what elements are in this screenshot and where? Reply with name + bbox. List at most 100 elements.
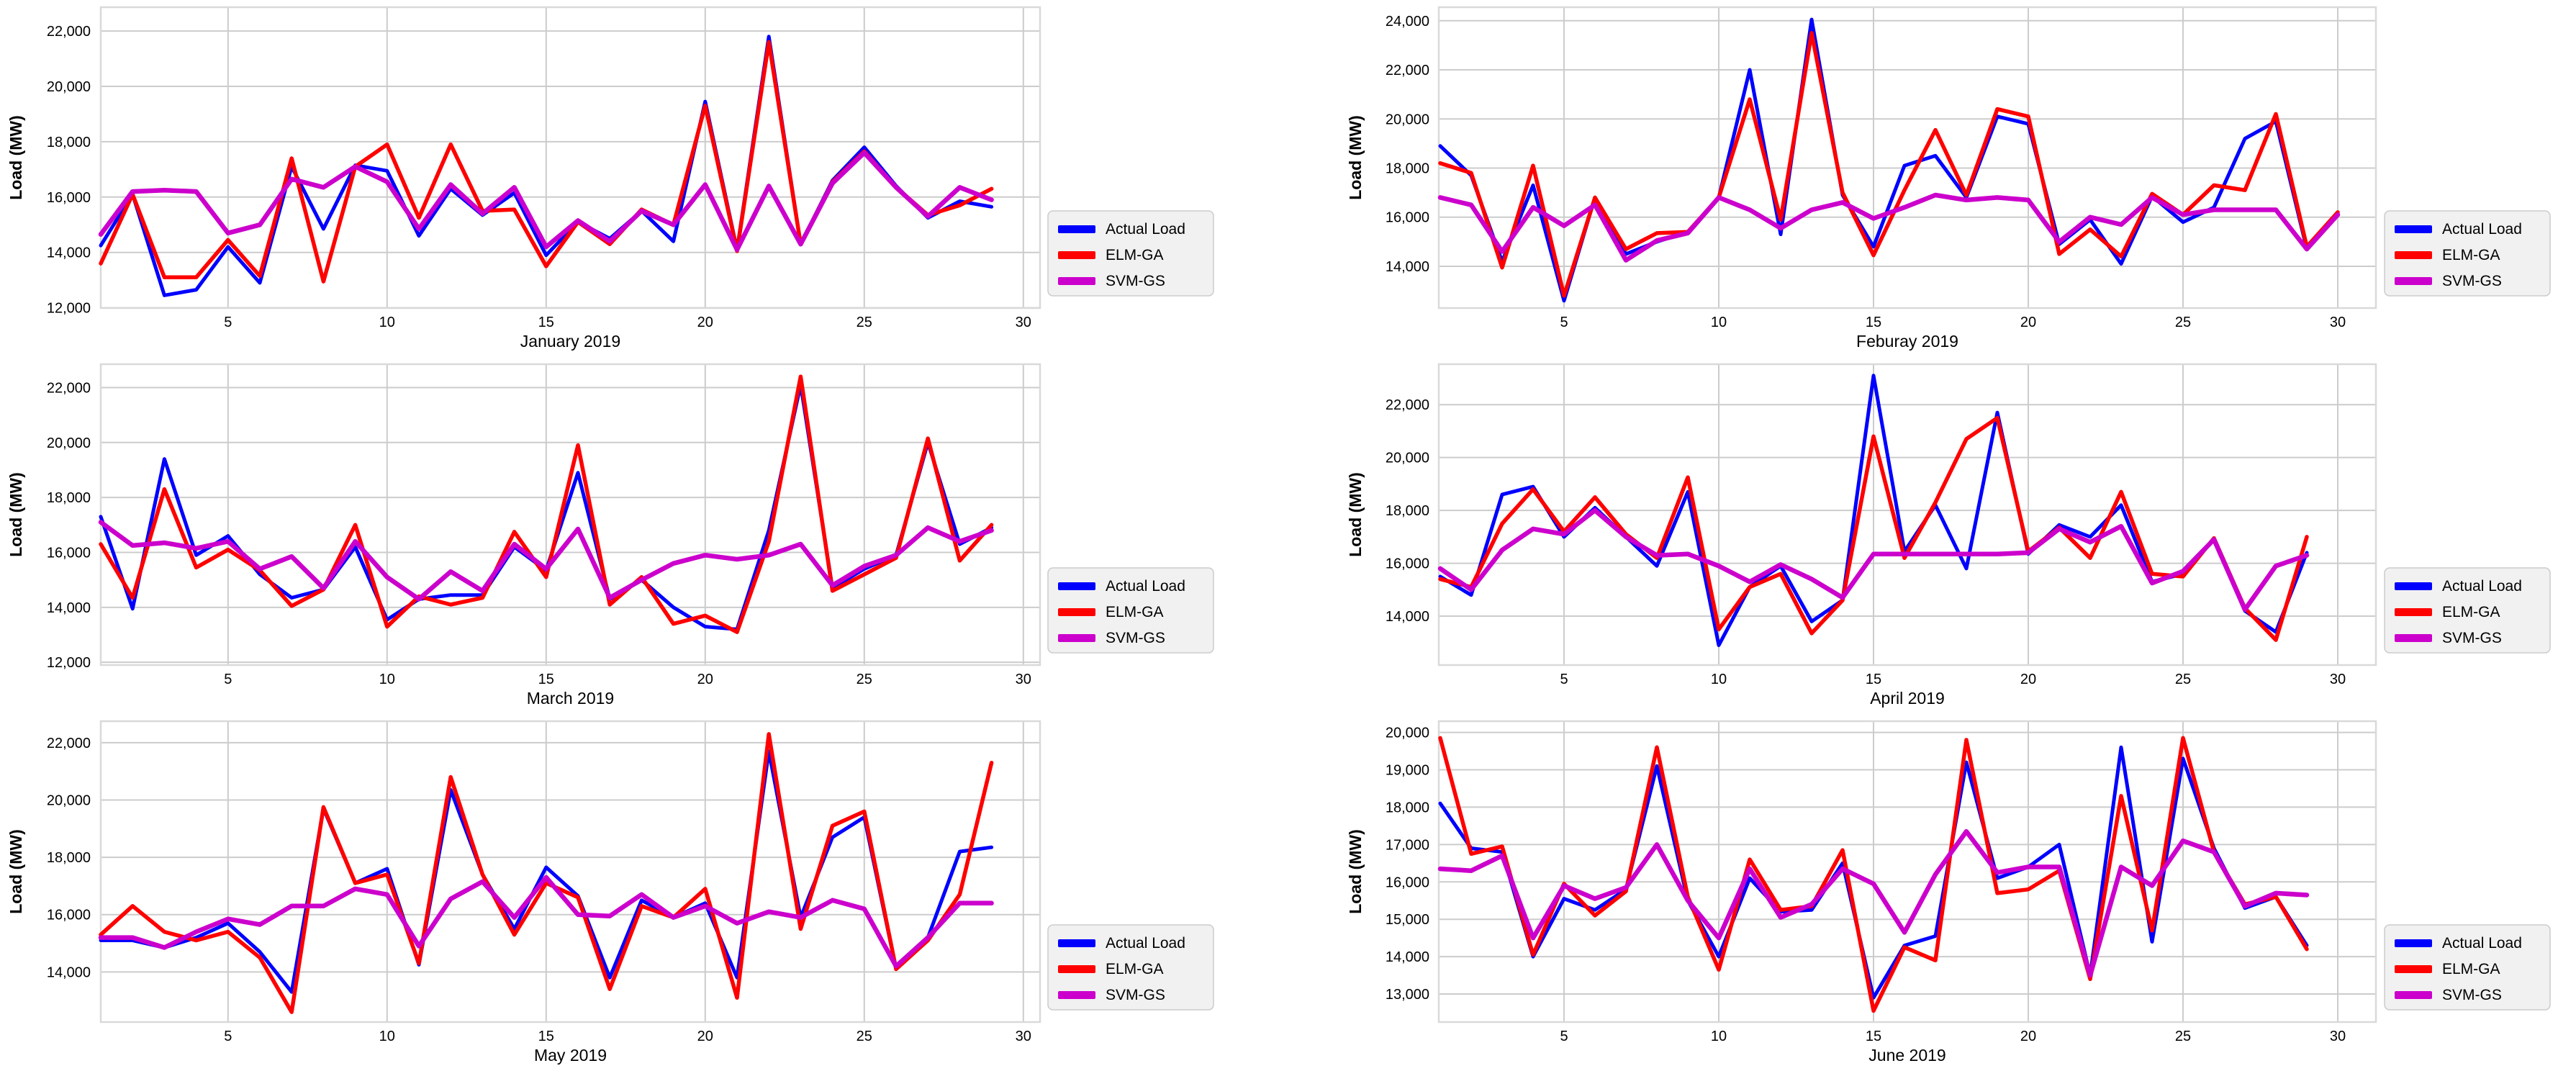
y-tick-label: 18,000 bbox=[1386, 503, 1429, 519]
y-tick-label: 17,000 bbox=[1386, 837, 1429, 853]
x-tick-label: 30 bbox=[1016, 1029, 1031, 1044]
chart-panel-june-2019: 13,000 14,000 15,000 16,000 17,000 18,000 19,0… bbox=[1288, 714, 2576, 1071]
plot-frame bbox=[1437, 363, 2377, 666]
x-tick-label: 10 bbox=[1711, 315, 1727, 330]
x-tick-label: 15 bbox=[1866, 315, 1881, 330]
legend: Actual Load ELM-GA SVM-GS bbox=[1047, 210, 1214, 297]
x-tick-label: 30 bbox=[1016, 672, 1031, 687]
legend-swatch-actual-load bbox=[1058, 582, 1095, 590]
legend-label-actual-load: Actual Load bbox=[2442, 578, 2522, 595]
legend-label-svm-gs: SVM-GS bbox=[2442, 987, 2502, 1003]
gridlines bbox=[1439, 7, 2376, 308]
y-tick-label: 12,000 bbox=[47, 655, 91, 671]
y-axis-label: Load (MW) bbox=[1346, 472, 1365, 557]
x-tick-label: 25 bbox=[857, 1029, 872, 1044]
legend-swatch-elm-ga bbox=[1058, 251, 1095, 259]
series-line-svm-gs bbox=[98, 875, 994, 969]
y-tick-label: 20,000 bbox=[1386, 112, 1429, 127]
y-tick-label: 20,000 bbox=[1386, 451, 1429, 466]
legend-swatch-elm-ga bbox=[2395, 608, 2432, 616]
x-tick-label: 25 bbox=[2175, 315, 2191, 330]
x-tick-label: 10 bbox=[379, 315, 395, 330]
y-axis-label: Load (MW) bbox=[1346, 829, 1365, 914]
legend-swatch-actual-load bbox=[2395, 225, 2432, 233]
y-tick-label: 16,000 bbox=[47, 190, 91, 206]
y-tick-label: 20,000 bbox=[47, 435, 91, 451]
y-axis-label: Load (MW) bbox=[6, 829, 25, 914]
chart-svg-march-2019: 12,000 14,000 16,000 18,000 20,000 22,000 5 10 1… bbox=[6, 363, 1214, 708]
legend-swatch-svm-gs bbox=[1058, 277, 1095, 285]
chart-panel-may-2019: 14,000 16,000 18,000 20,000 22,000 5 10 15 20 25 3… bbox=[0, 714, 1288, 1071]
y-tick-label: 14,000 bbox=[47, 245, 91, 261]
legend-swatch-elm-ga bbox=[2395, 965, 2432, 973]
y-tick-label: 14,000 bbox=[1386, 949, 1429, 965]
y-tick-label: 19,000 bbox=[1386, 763, 1429, 779]
legend-label-actual-load: Actual Load bbox=[2442, 221, 2522, 238]
legend-swatch-actual-load bbox=[2395, 939, 2432, 947]
legend-swatch-svm-gs bbox=[2395, 991, 2432, 999]
y-tick-label: 22,000 bbox=[1386, 397, 1429, 413]
x-tick-label: 30 bbox=[2330, 672, 2346, 687]
legend-label-elm-ga: ELM-GA bbox=[2442, 961, 2500, 977]
y-tick-label: 18,000 bbox=[1386, 800, 1429, 815]
x-tick-label: 25 bbox=[2175, 1029, 2191, 1044]
legend-label-elm-ga: ELM-GA bbox=[1106, 247, 1164, 263]
legend-swatch-svm-gs bbox=[1058, 634, 1095, 642]
series-line-elm-ga bbox=[1438, 736, 2309, 1013]
x-tick-label: 20 bbox=[2020, 1029, 2036, 1044]
chart-panel-march-2019: 12,000 14,000 16,000 18,000 20,000 22,000 5 10 1… bbox=[0, 357, 1288, 714]
y-tick-label: 15,000 bbox=[1386, 912, 1429, 928]
x-tick-label: 5 bbox=[224, 672, 232, 687]
x-tick-label: 15 bbox=[538, 315, 554, 330]
legend-label-svm-gs: SVM-GS bbox=[1106, 273, 1165, 289]
legend-label-actual-load: Actual Load bbox=[1106, 221, 1185, 238]
legend-label-actual-load: Actual Load bbox=[2442, 935, 2522, 952]
x-tick-label: 15 bbox=[1866, 672, 1881, 687]
chart-panel-january-2019: 12,000 14,000 16,000 18,000 20,000 22,000 5 10 1… bbox=[0, 0, 1288, 357]
plot-frame bbox=[1437, 720, 2377, 1023]
gridlines bbox=[1439, 721, 2376, 1022]
x-tick-label: 10 bbox=[1711, 672, 1727, 687]
gridlines bbox=[101, 364, 1040, 665]
x-tick-label: 15 bbox=[538, 672, 554, 687]
y-tick-label: 16,000 bbox=[1386, 210, 1429, 226]
y-tick-label: 13,000 bbox=[1386, 987, 1429, 1003]
y-tick-label: 18,000 bbox=[47, 850, 91, 866]
x-tick-label: 30 bbox=[1016, 315, 1031, 330]
series-line-actual-load bbox=[99, 749, 994, 994]
series-line-elm-ga bbox=[99, 732, 994, 1014]
y-tick-label: 18,000 bbox=[47, 490, 91, 506]
legend: Actual Load ELM-GA SVM-GS bbox=[2384, 924, 2551, 1011]
legend-label-elm-ga: ELM-GA bbox=[2442, 247, 2500, 263]
x-axis-label-month: June 2019 bbox=[1868, 1046, 1945, 1065]
x-tick-label: 5 bbox=[1560, 315, 1568, 330]
legend-label-actual-load: Actual Load bbox=[1106, 578, 1185, 595]
x-axis-label-month: March 2019 bbox=[527, 689, 614, 708]
gridlines bbox=[101, 721, 1040, 1022]
y-tick-label: 20,000 bbox=[47, 79, 91, 95]
y-tick-label: 24,000 bbox=[1386, 14, 1429, 30]
x-tick-label: 25 bbox=[857, 315, 872, 330]
y-tick-label: 22,000 bbox=[47, 24, 91, 40]
legend-label-svm-gs: SVM-GS bbox=[2442, 630, 2502, 646]
legend-label-svm-gs: SVM-GS bbox=[1106, 987, 1165, 1003]
y-axis-label: Load (MW) bbox=[1346, 115, 1365, 200]
legend-label-elm-ga: ELM-GA bbox=[2442, 604, 2500, 620]
x-tick-label: 15 bbox=[538, 1029, 554, 1044]
y-tick-label: 14,000 bbox=[47, 600, 91, 616]
legend-swatch-elm-ga bbox=[1058, 965, 1095, 973]
legend-label-actual-load: Actual Load bbox=[1106, 935, 1185, 952]
x-tick-label: 20 bbox=[2020, 315, 2036, 330]
legend-swatch-actual-load bbox=[2395, 582, 2432, 590]
plot-frame bbox=[1437, 6, 2377, 309]
series-line-elm-ga bbox=[1438, 31, 2340, 298]
x-tick-label: 20 bbox=[697, 315, 713, 330]
y-axis-label: Load (MW) bbox=[6, 472, 25, 557]
legend: Actual Load ELM-GA SVM-GS bbox=[2384, 567, 2551, 654]
y-tick-label: 12,000 bbox=[47, 301, 91, 317]
legend-swatch-actual-load bbox=[1058, 939, 1095, 947]
legend-label-svm-gs: SVM-GS bbox=[1106, 630, 1165, 646]
y-tick-label: 22,000 bbox=[47, 736, 91, 751]
series-line-svm-gs bbox=[98, 150, 994, 253]
